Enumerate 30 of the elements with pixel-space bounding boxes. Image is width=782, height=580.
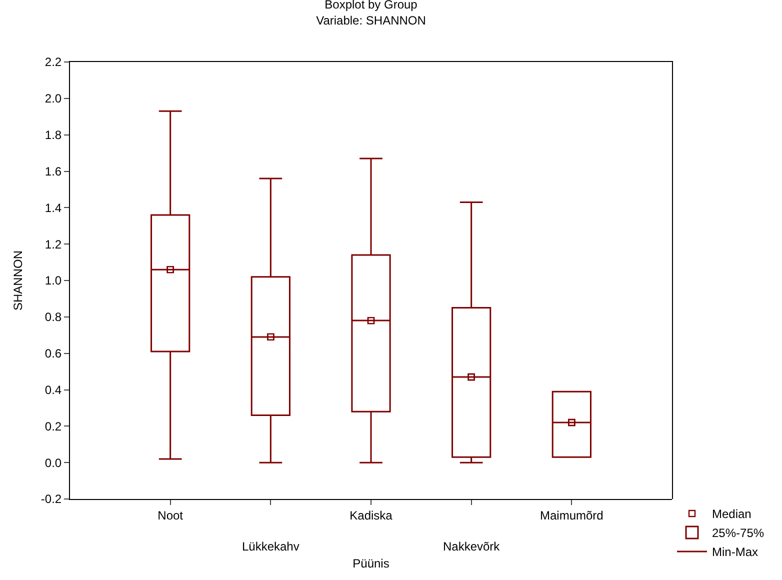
x-tick-label: Kadiska [350, 508, 393, 522]
y-tick-label: 0.6 [44, 346, 62, 361]
y-tick-label: 1.8 [44, 128, 62, 142]
y-tick-label: 1.6 [44, 164, 62, 178]
y-tick-label: 1.0 [44, 274, 62, 288]
y-tick-label: 1.4 [44, 200, 62, 215]
x-tick-label: Noot [158, 508, 184, 522]
chart-title: Boxplot by Group [324, 0, 418, 12]
text: Min-Max [712, 545, 758, 560]
legend-label: Median [712, 507, 752, 522]
y-axis-title: SHANNON [11, 250, 26, 311]
y-tick-label: 0.2 [44, 419, 62, 434]
point [267, 333, 274, 341]
y-tick-label: -0.2 [40, 492, 62, 506]
y-tick-label: 2.2 [44, 55, 62, 70]
x-axis-title: Püünis [352, 556, 390, 570]
x-tick-label: Nakkevõrk [442, 540, 501, 554]
x-tick-label: Lükkekahv [242, 540, 300, 554]
point [166, 266, 174, 274]
x-tick-label: Maimumõrd [540, 508, 604, 522]
y-tick-label: 0.0 [44, 456, 62, 470]
y-tick-label: 0.8 [44, 310, 62, 324]
y-tick-label: 0.4 [44, 382, 62, 397]
point [367, 316, 375, 324]
point [468, 373, 475, 381]
point [568, 418, 576, 426]
chart-subtitle: Variable: SHANNON [316, 13, 426, 28]
y-tick-label: 2.0 [44, 92, 62, 106]
legend-label: 25%-75% [712, 526, 764, 540]
y-tick-label: 1.2 [44, 237, 62, 252]
